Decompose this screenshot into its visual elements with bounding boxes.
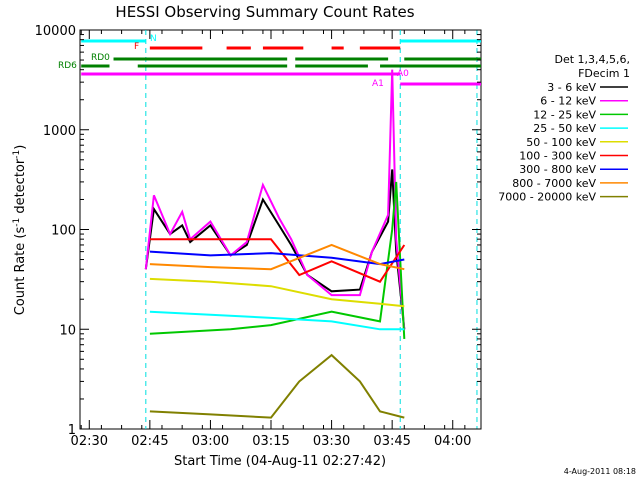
y-label-end: ) <box>13 145 28 150</box>
x-tick-label: 03:30 <box>313 434 350 449</box>
y-tick-label: 1000 <box>43 124 76 139</box>
legend-label-1: 6 - 12 keV <box>540 95 596 108</box>
x-axis: 02:30 02:45 03:00 03:15 03:30 03:45 04:00 <box>71 30 471 449</box>
flag-label-f: F <box>134 42 139 52</box>
legend-title-line1: Det 1,3,4,5,6, <box>554 53 630 66</box>
y-label-main: Count Rate (s <box>13 227 28 316</box>
footer-stamp: 4-Aug-2011 08:18 <box>564 467 636 476</box>
x-axis-label: Start Time (04-Aug-11 02:27:42) <box>174 454 386 469</box>
series-layer <box>144 69 406 419</box>
y-label-mid: detector <box>13 158 28 218</box>
series-line-6 <box>149 250 405 266</box>
legend-label-2: 12 - 25 keV <box>533 108 596 121</box>
y-tick-label: 100 <box>51 224 76 239</box>
series-line-0 <box>144 169 406 330</box>
y-label-sup1: -1 <box>12 218 22 227</box>
series-line-8 <box>149 353 405 419</box>
legend-label-3: 25 - 50 keV <box>533 122 596 135</box>
x-tick-label: 02:45 <box>131 434 168 449</box>
flag-label-rd6: RD6 <box>58 61 77 71</box>
y-tick-label: 10 <box>59 323 76 338</box>
y-axis-label: Count Rate (s-1 detector-1) <box>12 145 28 316</box>
series-line-3 <box>149 310 405 331</box>
x-tick-label: 03:00 <box>192 434 229 449</box>
vertical-markers <box>145 30 478 429</box>
flag-bars: N F RD0 RD6 A1 A0 <box>58 34 481 89</box>
y-tick-label: 10000 <box>35 24 76 39</box>
flag-label-rd0: RD0 <box>91 53 110 63</box>
x-tick-label: 03:45 <box>373 434 410 449</box>
flag-label-a0: A0 <box>397 69 409 79</box>
y-axis: 1 10 100 1000 10000 <box>35 24 481 438</box>
legend-label-0: 3 - 6 keV <box>547 81 596 94</box>
flag-label-a1: A1 <box>372 79 384 89</box>
legend-label-5: 100 - 300 keV <box>519 150 596 163</box>
series-line-2 <box>149 181 406 339</box>
series-line-4 <box>149 277 405 308</box>
y-label-sup2: -1 <box>12 150 22 159</box>
series-line-7 <box>149 243 405 271</box>
legend-label-4: 50 - 100 keV <box>526 136 596 149</box>
chart-title: HESSI Observing Summary Count Rates <box>115 3 414 21</box>
flag-label-n: N <box>150 34 157 44</box>
x-tick-label: 04:00 <box>434 434 471 449</box>
legend-title-line2: FDecim 1 <box>578 67 630 80</box>
series-line-5 <box>149 238 406 283</box>
x-tick-label: 02:30 <box>71 434 108 449</box>
y-tick-label: 1 <box>68 423 76 438</box>
series-line-1 <box>144 69 406 330</box>
legend-label-8: 7000 - 20000 keV <box>498 191 596 204</box>
legend-label-7: 800 - 7000 keV <box>512 177 596 190</box>
legend-label-6: 300 - 800 keV <box>519 163 596 176</box>
x-tick-label: 03:15 <box>252 434 289 449</box>
